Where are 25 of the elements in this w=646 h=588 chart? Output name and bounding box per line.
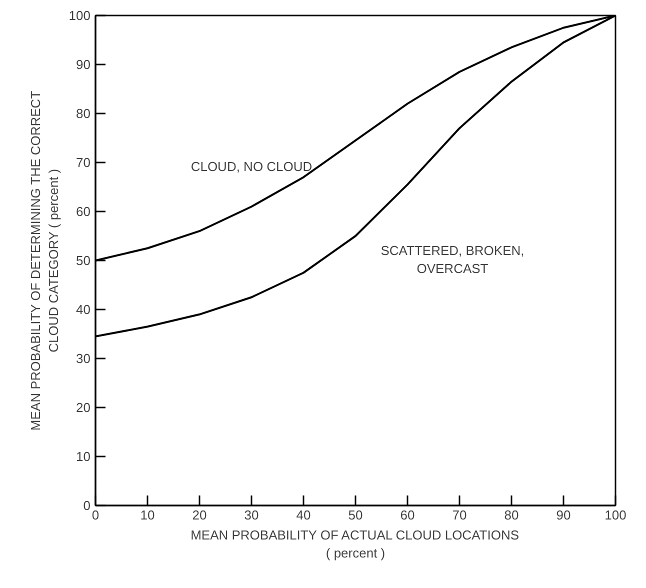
y-tick-label: 20 <box>76 400 91 415</box>
y-tick-label: 100 <box>68 8 91 23</box>
x-tick-label: 80 <box>504 508 519 522</box>
x-axis-title: MEAN PROBABILITY OF ACTUAL CLOUD LOCATIONS ( percent ) <box>190 528 520 560</box>
y-tick-label: 60 <box>76 204 91 219</box>
y-tick-label: 50 <box>76 253 91 268</box>
y-tick-label: 30 <box>76 351 91 366</box>
x-tick-label: 30 <box>244 508 259 522</box>
x-tick-label: 100 <box>604 508 626 522</box>
y-tick-label: 80 <box>76 106 91 121</box>
series-label: CLOUD, NO CLOUD <box>190 159 312 174</box>
x-tick-label: 10 <box>140 508 155 522</box>
x-tick-label: 40 <box>296 508 311 522</box>
y-tick-label: 70 <box>76 155 91 170</box>
x-tick-label: 70 <box>452 508 467 522</box>
y-tick-label: 90 <box>76 57 91 72</box>
y-tick-label: 10 <box>76 449 91 464</box>
y-axis-title: MEAN PROBABILITY OF DETERMINING THE CORRECT CLOUD CATEGORY ( percent ) <box>28 90 61 431</box>
x-tick-label: 50 <box>348 508 363 522</box>
y-tick-label: 40 <box>76 302 91 317</box>
x-tick-label: 20 <box>192 508 207 522</box>
series-label: SCATTERED, BROKEN, OVERCAST <box>380 243 524 276</box>
x-tick-label: 60 <box>400 508 415 522</box>
x-tick-label: 90 <box>556 508 571 522</box>
y-tick-label: 0 <box>83 498 91 513</box>
